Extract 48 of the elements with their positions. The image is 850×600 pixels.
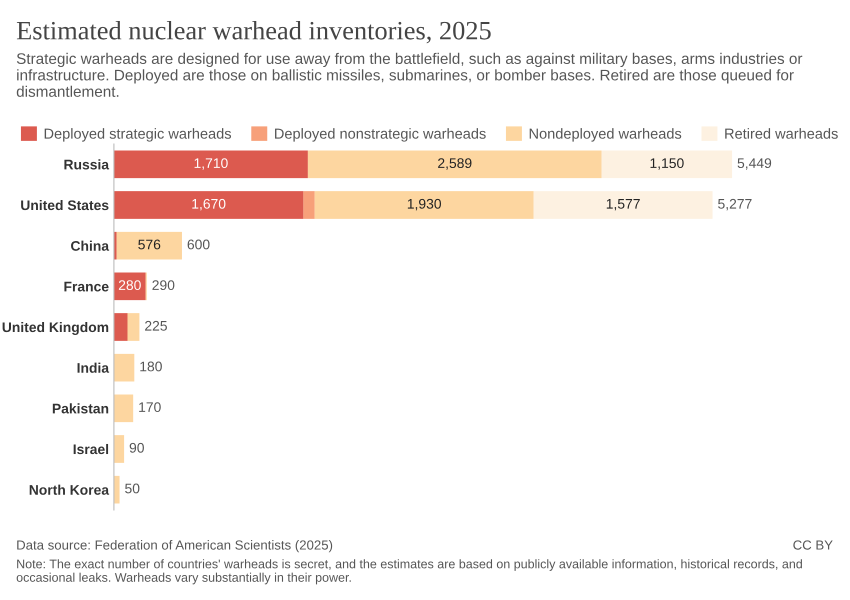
y-tick-label: France <box>64 282 109 292</box>
data-label: 576 <box>138 240 160 250</box>
total-label: 5,277 <box>718 198 752 210</box>
total-label: 225 <box>145 320 167 331</box>
total-label: 600 <box>188 240 210 250</box>
y-tick-label: Pakistan <box>52 403 108 414</box>
text: CC BY <box>793 540 833 550</box>
bar <box>114 354 134 382</box>
source-note: Data source: Federation of American Scientists (2025) <box>17 540 332 552</box>
data-label: 1,577 <box>606 199 640 210</box>
total-label: 90 <box>130 442 144 453</box>
total-label: 180 <box>140 362 162 372</box>
data-label: 1,710 <box>194 158 228 170</box>
y-tick-label: United States <box>21 200 108 210</box>
bar <box>114 150 308 178</box>
bar <box>116 232 182 260</box>
y-tick-label: North Korea <box>30 484 110 495</box>
y-tick-label: Israel <box>74 444 108 454</box>
legend-label: Deployed nonstrategic warheads <box>275 128 486 142</box>
total-label: 290 <box>152 280 174 290</box>
total-label: 50 <box>125 484 140 494</box>
y-tick-label: China <box>71 240 110 251</box>
y-tick-label: India <box>78 362 110 373</box>
total-label: 5,449 <box>738 158 772 170</box>
chart-title: Estimated nuclear warhead inventories, 2025 <box>16 21 491 44</box>
bar <box>114 313 128 341</box>
bar <box>128 313 140 341</box>
bar <box>602 150 732 178</box>
legend-label: Deployed strategic warheads <box>44 128 232 142</box>
bar <box>114 394 134 422</box>
bar <box>314 191 534 219</box>
data-label: 1,150 <box>650 158 684 170</box>
chart-subtitle: Strategic warheads are designed for use away from the battlefield, such as against military bases, arms industries or infrastructure. Deployed are those on ballistic missiles, submarines, or bomber bases. Retired are those queued for dismantlement. <box>16 52 802 97</box>
text: Note: The exact number of countries' warheads is secret, and the estimates are based on publicly available information, historical records, and occasional leaks. Warheads vary substantially in their power. <box>16 559 802 584</box>
total-label: 170 <box>139 402 161 412</box>
data-label: 2,589 <box>438 158 472 170</box>
bar <box>303 191 315 219</box>
legend-label: Retired warheads <box>725 128 838 139</box>
data-label: 1,670 <box>192 198 226 210</box>
data-label: 280 <box>118 280 141 290</box>
bar <box>114 191 304 219</box>
data-label: 1,930 <box>408 198 442 210</box>
y-tick-label: Russia <box>64 159 110 170</box>
legend-label: Nondeployed warheads <box>530 128 682 142</box>
bar <box>114 435 124 463</box>
bar <box>308 150 602 178</box>
y-tick-label: United Kingdom <box>2 322 108 335</box>
bar <box>534 191 713 219</box>
